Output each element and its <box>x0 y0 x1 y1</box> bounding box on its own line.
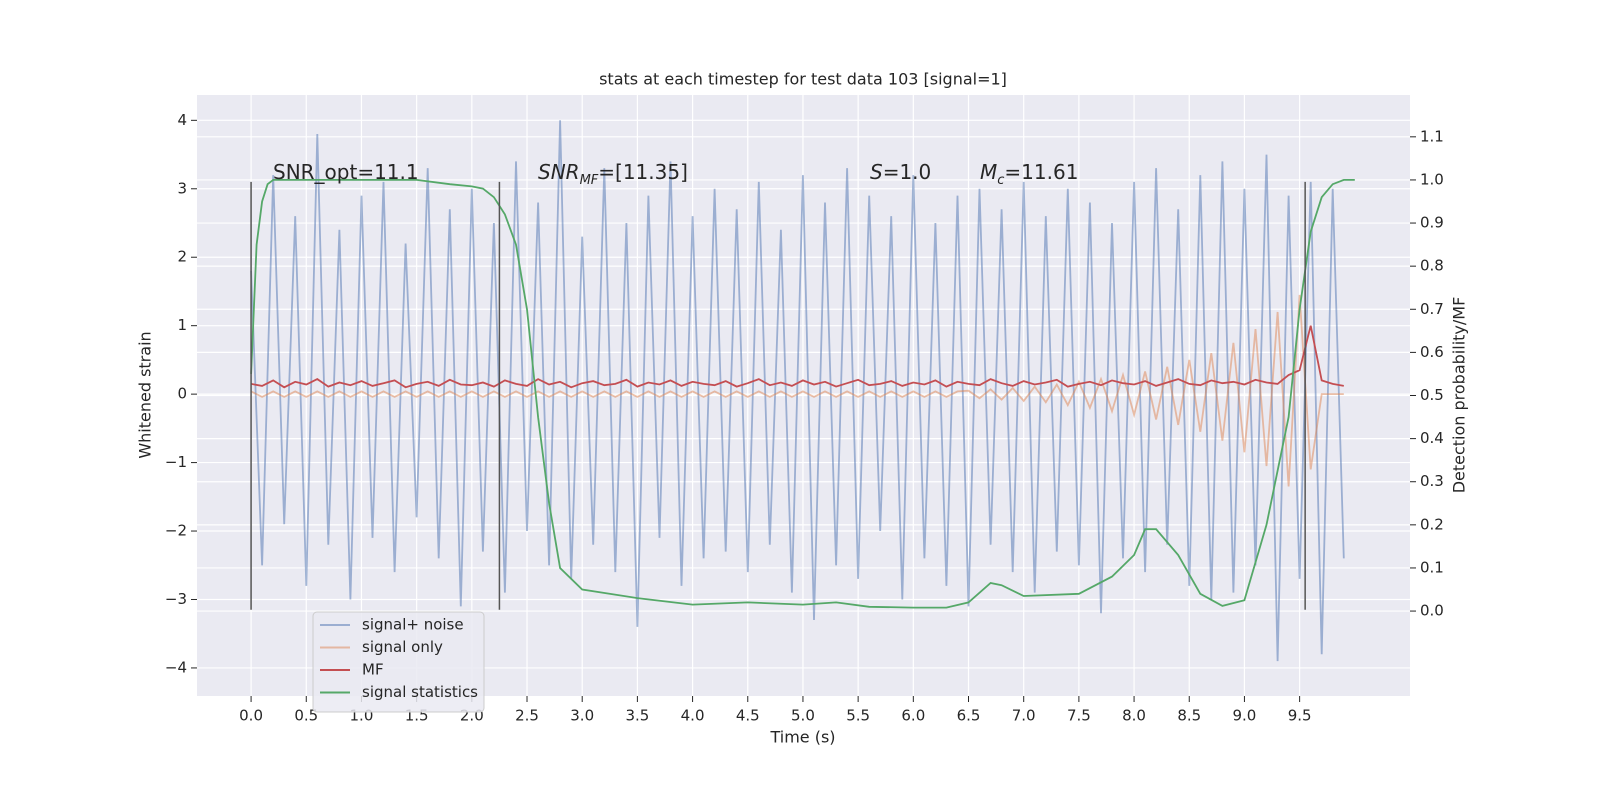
y-tick-label: 1 <box>177 316 187 334</box>
annotation-part: =1.0 <box>883 160 932 184</box>
x-tick-label: 0.0 <box>239 707 263 725</box>
y2-tick-label: 0.2 <box>1420 515 1444 533</box>
y-tick-label: 4 <box>177 111 187 129</box>
x-tick-label: 9.0 <box>1233 707 1257 725</box>
y2-tick-label: 0.8 <box>1420 257 1444 275</box>
legend-box <box>312 611 485 713</box>
annotation: SNRMF=[11.35] <box>538 160 688 189</box>
y-tick-label: −3 <box>165 590 187 608</box>
annotation-part: =[11.35] <box>598 160 688 184</box>
y2-tick-label: 0.1 <box>1420 558 1444 576</box>
x-tick-label: 7.0 <box>1012 707 1036 725</box>
y-tick-label: 3 <box>177 179 187 197</box>
annotation-part: MF <box>580 173 599 188</box>
x-tick-label: 2.5 <box>515 707 539 725</box>
x-tick-label: 8.5 <box>1177 707 1201 725</box>
y-tick-label: −2 <box>165 522 187 540</box>
annotation-part: S <box>870 160 883 184</box>
annotation-part: c <box>997 173 1004 188</box>
legend-label: signal+ noise <box>362 616 464 634</box>
x-tick-label: 6.5 <box>957 707 981 725</box>
y2-tick-label: 1.1 <box>1420 127 1444 145</box>
annotation: SNR_opt=11.1 <box>273 160 419 184</box>
series-line <box>250 179 1355 609</box>
x-tick-label: 5.0 <box>791 707 815 725</box>
x-tick-label: 4.5 <box>736 707 760 725</box>
y2-tick-label: 0.9 <box>1420 214 1444 232</box>
series-line <box>250 294 1344 487</box>
y2-tick-label: 1.0 <box>1420 170 1444 188</box>
y-tick-label: 2 <box>177 248 187 266</box>
y-tick-label: −4 <box>165 658 187 676</box>
x-tick-label: 9.5 <box>1288 707 1312 725</box>
y-axis-label: Whitened strain <box>136 331 155 458</box>
y2-tick-label: 0.7 <box>1420 300 1444 318</box>
x-tick-label: 5.5 <box>846 707 870 725</box>
y2-tick-label: 0.6 <box>1420 343 1444 361</box>
y-tick-label: 0 <box>177 385 187 403</box>
y2-tick-label: 0.0 <box>1420 602 1444 620</box>
legend-label: signal statistics <box>362 683 478 701</box>
y2-tick-label: 0.3 <box>1420 472 1444 490</box>
legend-label: MF <box>362 661 384 679</box>
annotation: S=1.0 <box>870 160 931 184</box>
x-tick-label: 4.0 <box>681 707 705 725</box>
x-axis-label: Time (s) <box>769 728 835 747</box>
y2-tick-label: 0.5 <box>1420 386 1444 404</box>
x-tick-label: 3.5 <box>625 707 649 725</box>
x-tick-label: 3.0 <box>570 707 594 725</box>
annotation-part: M <box>980 160 997 184</box>
chart-title: stats at each timestep for test data 103… <box>599 70 1007 89</box>
x-tick-label: 0.5 <box>294 707 318 725</box>
legend-label: signal only <box>362 638 443 656</box>
annotation-part: =11.61 <box>1004 160 1078 184</box>
x-tick-label: 7.5 <box>1067 707 1091 725</box>
x-tick-label: 6.0 <box>901 707 925 725</box>
x-tick-label: 8.0 <box>1122 707 1146 725</box>
series-line <box>250 325 1344 389</box>
annotation-part: SNR_opt=11.1 <box>273 160 419 184</box>
y-tick-label: −1 <box>165 453 187 471</box>
y2-axis-label: Detection probability/MF <box>1450 297 1469 494</box>
y2-tick-label: 0.4 <box>1420 429 1444 447</box>
annotation-part: SNR <box>538 160 580 184</box>
annotation: Mc=11.61 <box>980 160 1078 189</box>
